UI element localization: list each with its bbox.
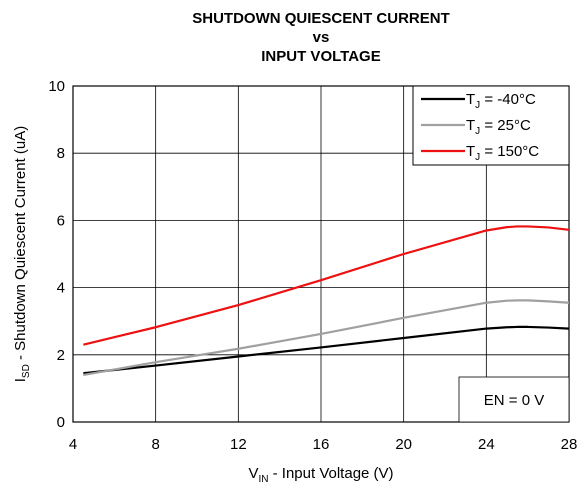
annotation: EN = 0 V [484, 392, 544, 409]
series-line [83, 225, 570, 346]
legend-label: T [466, 91, 475, 108]
legend-label: = 150°C [480, 143, 539, 160]
x-tick-label: 4 [69, 436, 77, 453]
y-axis-label: ISD - Shutdown Quiescent Current (uA) [12, 126, 32, 383]
y-axis-label: SD [21, 364, 32, 378]
series-line [83, 325, 570, 375]
y-tick-label: 10 [48, 78, 65, 95]
chart-title: INPUT VOLTAGE [261, 48, 380, 65]
x-tick-label: 24 [478, 436, 495, 453]
legend-label: J [475, 126, 480, 137]
legend-label: J [475, 152, 480, 163]
x-axis-label: VIN - Input Voltage (V) [248, 465, 393, 485]
plot-frame [72, 85, 570, 423]
x-tick-label: 28 [561, 436, 578, 453]
y-tick-label: 6 [57, 212, 65, 229]
legend-label: TJ = 150°C [466, 143, 539, 163]
x-tick-label: 20 [395, 436, 412, 453]
y-axis-label: - Shutdown Quiescent Current (uA) [12, 126, 29, 364]
series-line [83, 299, 570, 377]
legend-label: TJ = 25°C [466, 117, 531, 137]
legend-label: T [466, 143, 475, 160]
legend-label: J [475, 100, 480, 111]
x-tick-label: 8 [151, 436, 159, 453]
legend-label: TJ = -40°C [466, 91, 536, 111]
annotation-box [458, 376, 570, 423]
x-axis-label: IN [258, 474, 268, 485]
legend-label: = -40°C [480, 91, 536, 108]
y-tick-label: 2 [57, 347, 65, 364]
x-tick-label: 12 [230, 436, 247, 453]
legend-label: = 25°C [480, 117, 531, 134]
x-axis-label: V [248, 465, 258, 482]
y-axis-label: I [12, 378, 29, 382]
y-tick-label: 4 [57, 280, 65, 297]
x-tick-label: 16 [313, 436, 330, 453]
y-tick-label: 8 [57, 145, 65, 162]
chart-title: SHUTDOWN QUIESCENT CURRENT [192, 10, 450, 27]
chart-title: vs [313, 29, 330, 46]
y-tick-label: 0 [57, 414, 65, 431]
legend-label: T [466, 117, 475, 134]
x-axis-label: - Input Voltage (V) [268, 465, 393, 482]
